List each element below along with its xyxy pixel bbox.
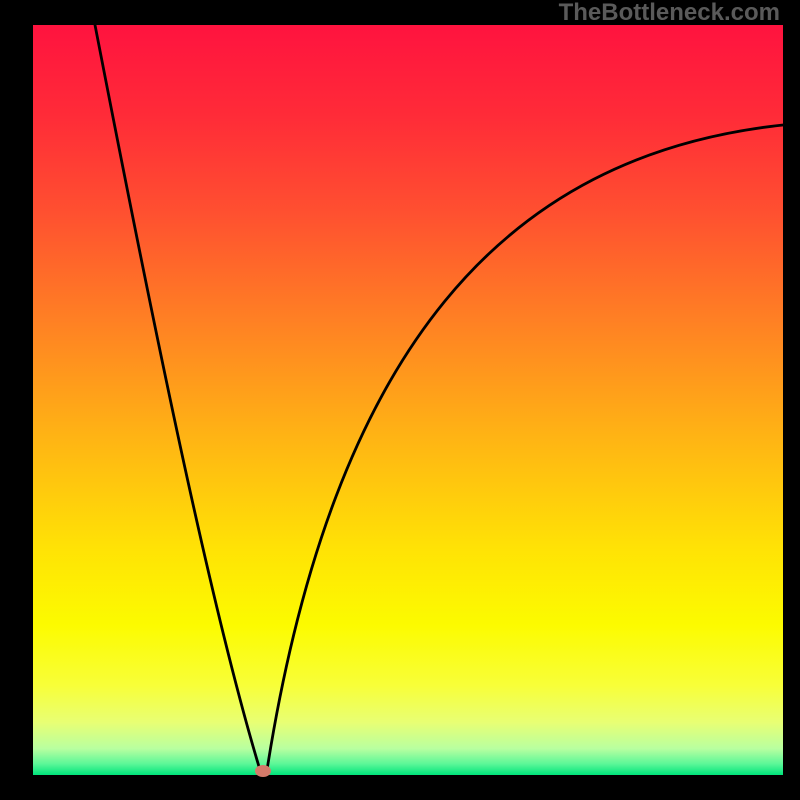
- chart-frame: TheBottleneck.com: [0, 0, 800, 800]
- bottleneck-curve-layer: [0, 0, 800, 800]
- minimum-marker: [255, 765, 271, 777]
- bottleneck-curve: [95, 25, 783, 772]
- watermark-text: TheBottleneck.com: [559, 0, 780, 27]
